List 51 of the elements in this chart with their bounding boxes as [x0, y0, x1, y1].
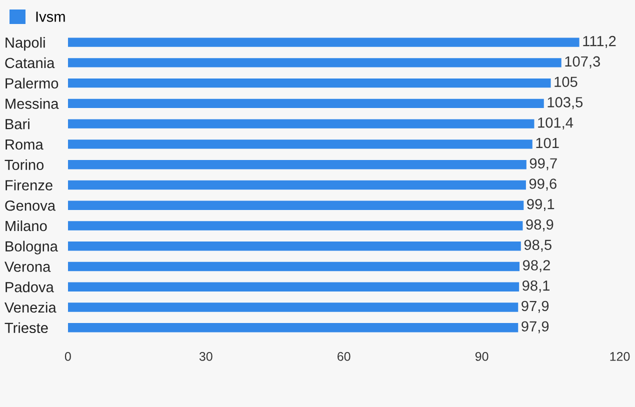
data-label: 97,9	[522, 300, 549, 313]
y-tick-label: Milano	[6, 220, 47, 232]
data-label: 99,7	[530, 158, 557, 170]
y-tick-label: Catania	[5, 57, 55, 68]
x-tick-label: 0	[64, 352, 71, 361]
data-label: 98,1	[522, 280, 550, 293]
data-label: 105	[554, 76, 578, 88]
x-tick-label: 60	[338, 352, 350, 361]
y-tick-label: Bologna	[6, 240, 58, 254]
y-tick-label: Roma	[6, 139, 44, 150]
bar	[68, 282, 520, 292]
bar	[68, 38, 580, 47]
bar	[68, 221, 523, 230]
data-label: 97,9	[522, 321, 549, 334]
y-tick-label: Genova	[5, 200, 56, 211]
bar	[68, 200, 524, 210]
data-label: 107,3	[565, 56, 600, 68]
data-label: 103,5	[548, 97, 583, 110]
y-tick-label: Napoli	[6, 37, 45, 51]
x-tick-label: 120	[610, 352, 630, 361]
bar	[68, 302, 518, 312]
y-tick-label: Firenze	[6, 180, 52, 190]
bar	[68, 119, 534, 128]
data-label: 99,6	[529, 178, 556, 191]
legend-label: Ivsm	[36, 12, 65, 22]
bar	[68, 140, 532, 149]
data-label: 99,1	[527, 198, 554, 211]
x-tick-label: 90	[475, 352, 488, 361]
data-label: 101	[536, 138, 559, 148]
bar	[68, 262, 520, 272]
bar	[68, 98, 544, 108]
y-tick-label: Padova	[6, 282, 54, 292]
x-tick-label: 30	[199, 352, 212, 361]
data-label: 111,2	[583, 36, 616, 48]
data-label: 98,2	[522, 260, 550, 272]
y-tick-label: Messina	[6, 98, 59, 109]
bar	[68, 58, 562, 68]
y-tick-label: Palermo	[6, 78, 58, 89]
bar	[68, 160, 526, 170]
y-tick-label: Trieste	[4, 322, 48, 334]
y-tick-label: Verona	[4, 262, 51, 272]
bar	[68, 242, 521, 251]
bar	[68, 78, 551, 88]
y-tick-label: Venezia	[4, 302, 56, 313]
data-label: 101,4	[538, 117, 574, 130]
data-label: 98,9	[526, 219, 554, 232]
bar	[68, 180, 526, 190]
y-tick-label: Torino	[4, 159, 44, 170]
bar	[68, 323, 518, 332]
y-tick-label: Bari	[6, 118, 30, 130]
data-label: 98,5	[524, 240, 552, 252]
